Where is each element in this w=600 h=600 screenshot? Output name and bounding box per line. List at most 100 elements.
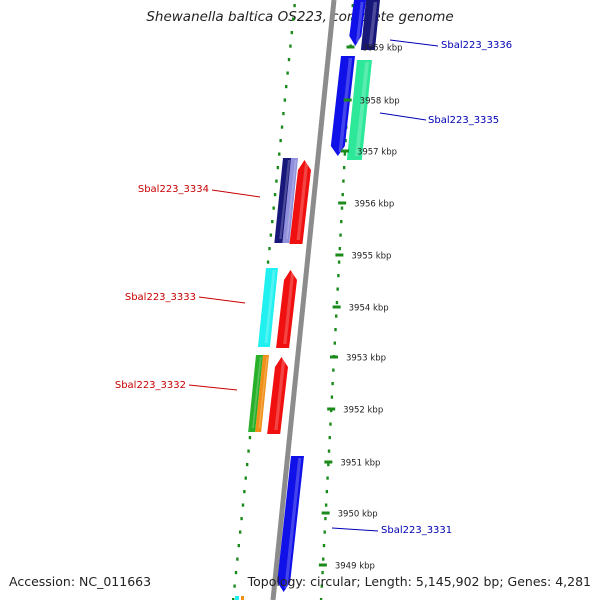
guide-dot [337, 260, 341, 264]
guide-dot [340, 220, 343, 224]
guide-dot [286, 71, 289, 75]
guide-dot [335, 314, 338, 318]
gene-block-3333a [257, 268, 278, 347]
guide-dot [290, 31, 293, 35]
gene-tail-a [235, 596, 239, 600]
scale-tick-label: 3954 kbp [349, 304, 389, 314]
gene-label: Sbal223_3331 [381, 525, 452, 536]
label-leader-line [211, 189, 261, 198]
gene-label: Sbal223_3333 [125, 292, 196, 303]
guide-dot [340, 206, 344, 210]
guide-dot [266, 260, 270, 264]
scale-tick-mark [338, 201, 347, 205]
guide-dot [268, 247, 271, 251]
gene-block-3332a [248, 355, 263, 432]
guide-dot [337, 274, 340, 278]
guide-dot [327, 463, 330, 467]
scale-tick-mark [321, 511, 330, 515]
accession-text: Accession: NC_011663 [9, 574, 152, 589]
gene-block-3335a-shine [338, 58, 353, 152]
scale-tick-mark [335, 253, 344, 257]
guide-dot [234, 571, 238, 575]
gene-block-3334a-shine [279, 160, 291, 239]
gene-block-3334b-shine [286, 160, 297, 239]
guide-dot [245, 463, 249, 467]
guide-dot [344, 139, 347, 143]
guide-dot [232, 598, 235, 600]
guide-dot [328, 436, 331, 440]
guide-dot [280, 125, 284, 129]
feature-track [235, 0, 380, 600]
scale-tick-mark [327, 407, 336, 411]
guide-dot [248, 436, 252, 440]
guide-dot [339, 233, 342, 237]
scale-tick-mark [340, 149, 349, 153]
gene-block-3332b-shine [258, 357, 268, 428]
guide-dot [330, 395, 334, 399]
guide-dot [287, 58, 291, 62]
label-leader-line [379, 112, 427, 121]
guide-dot [341, 193, 344, 197]
gene-block-3335b [346, 60, 372, 160]
gene-labels: Sbal223_3336 Sbal223_3335 Sbal223_3334 Sbal… [115, 39, 512, 536]
guide-dot [322, 557, 325, 561]
gene-block-3336a-shine [355, 2, 364, 42]
guide-dot [291, 17, 295, 21]
guide-dot [244, 476, 247, 480]
scale-tick-label: 3949 kbp [335, 562, 375, 572]
guide-dot [323, 530, 326, 534]
guide-dot [334, 328, 337, 332]
scale-tick-label: 3953 kbp [346, 354, 386, 364]
guide-dot [241, 503, 245, 507]
gene-block-3331-shine [284, 458, 302, 588]
gene-label: Sbal223_3335 [428, 115, 499, 126]
guide-dot [233, 584, 236, 588]
scale-tick-label: 3951 kbp [340, 459, 380, 469]
guide-dot [271, 220, 274, 224]
scale-tick-mark [343, 98, 352, 102]
guide-dot [272, 206, 275, 210]
guide-dot [269, 233, 273, 237]
guide-dot [332, 368, 335, 372]
guide-dot [333, 341, 336, 345]
guide-dot [351, 4, 354, 8]
guide-dot [236, 557, 239, 561]
guide-dot [324, 503, 328, 507]
gene-block-3332b [255, 355, 269, 432]
scale-ticks: 3949 kbp 3950 kbp 3951 kbp 3952 kbp 3953 kbp… [318, 44, 403, 572]
scale-tick-label: 3959 kbp [362, 44, 402, 54]
label-leader-line [389, 39, 439, 47]
gene-block-3333b-shine [283, 272, 295, 344]
guide-dot [276, 166, 280, 170]
label-leader-line [188, 384, 238, 391]
guide-dot [279, 139, 282, 143]
gene-label: Sbal223_3336 [441, 40, 512, 51]
gene-block-3334b [282, 158, 298, 243]
scale-tick-mark [318, 563, 327, 567]
guide-dot [322, 544, 326, 548]
guide-dot [329, 409, 333, 413]
scale-tick-mark [332, 305, 341, 309]
guide-dot [240, 517, 243, 521]
scale-tick-label: 3957 kbp [357, 148, 397, 158]
guide-dot [331, 382, 334, 386]
gene-block-3333b [276, 270, 297, 348]
gene-block-3332c [267, 357, 288, 434]
gene-block-3334c [289, 160, 311, 244]
scale-tick-label: 3956 kbp [354, 200, 394, 210]
gene-block-3336a [349, 0, 366, 46]
gene-block-3334c-shine [296, 162, 309, 240]
guide-dot [336, 287, 339, 291]
gene-block-3336b [360, 0, 380, 50]
gene-label: Sbal223_3332 [115, 380, 186, 391]
guide-dot [324, 517, 327, 521]
guide-dot [275, 179, 278, 183]
gene-label: Sbal223_3334 [138, 184, 209, 195]
scale-tick-label: 3958 kbp [360, 97, 400, 107]
guide-dot [285, 85, 288, 89]
guide-dot [278, 152, 281, 156]
guide-dot [289, 44, 292, 48]
gene-block-3332a-shine [252, 357, 262, 428]
guide-dot [327, 449, 331, 453]
